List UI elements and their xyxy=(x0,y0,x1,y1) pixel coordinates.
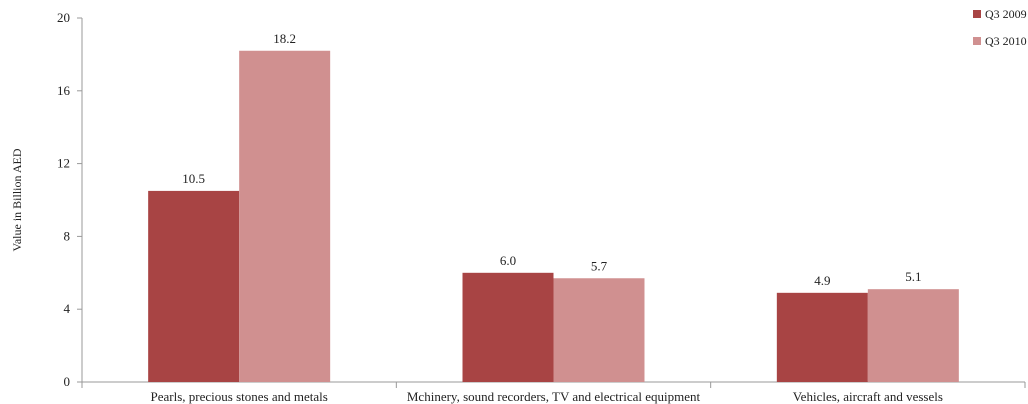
y-tick-label: 8 xyxy=(64,228,71,243)
legend-label: Q3 2009 xyxy=(985,7,1027,21)
bar xyxy=(776,292,868,382)
data-label: 4.9 xyxy=(814,273,830,288)
data-label: 5.7 xyxy=(591,258,608,273)
y-axis-title: Value in Billion AED xyxy=(10,148,24,251)
y-tick-label: 0 xyxy=(64,374,71,389)
bar xyxy=(867,289,959,382)
bar xyxy=(553,278,645,382)
x-tick-label: Vehicles, aircraft and vessels xyxy=(793,389,943,404)
bar xyxy=(148,190,240,382)
data-label: 10.5 xyxy=(182,171,205,186)
y-tick-label: 16 xyxy=(57,83,71,98)
y-tick-label: 12 xyxy=(57,156,70,171)
x-tick-label: Pearls, precious stones and metals xyxy=(151,389,328,404)
bars: 10.5 18.2 6.0 5.7 4.9 5.1 xyxy=(148,31,959,382)
data-label: 6.0 xyxy=(500,253,516,268)
y-tick-label: 4 xyxy=(64,301,71,316)
legend-swatch xyxy=(973,37,981,45)
legend-label: Q3 2010 xyxy=(985,34,1027,48)
axes: 0 4 8 12 16 20 Pearls, precious stones and met… xyxy=(57,10,1026,404)
legend-swatch xyxy=(973,10,981,18)
y-tick-label: 20 xyxy=(57,10,70,25)
bar xyxy=(239,50,331,382)
data-label: 18.2 xyxy=(273,31,296,46)
data-label: 5.1 xyxy=(905,269,921,284)
bar xyxy=(462,272,554,382)
x-tick-label: Mchinery, sound recorders, TV and electr… xyxy=(407,389,701,404)
legend: Q3 2009 Q3 2010 xyxy=(973,7,1027,48)
